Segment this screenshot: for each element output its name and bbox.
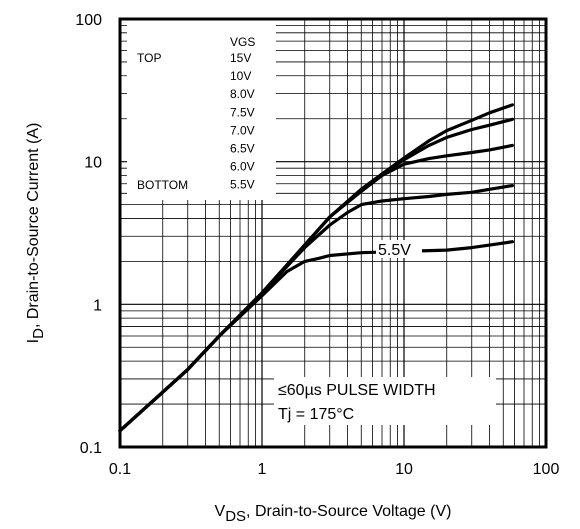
legend-top-label: TOP — [137, 51, 161, 65]
x-axis-title-rest: , Drain-to-Source Voltage (V) — [246, 503, 451, 520]
legend-entry: 6.0V — [230, 160, 255, 174]
x-tick-label: 100 — [533, 461, 560, 478]
junction-temp-note: Tj = 175°C — [278, 406, 354, 423]
annotation-background — [274, 377, 496, 425]
legend-entry: 10V — [230, 69, 251, 83]
legend-box — [127, 19, 276, 200]
y-tick-label: 100 — [75, 12, 102, 29]
legend-entry: 15V — [230, 51, 251, 65]
y-tick-label: 1 — [93, 297, 102, 314]
y-axis-title: ID, Drain-to-Source Current (A) — [25, 123, 47, 344]
series-layer — [118, 103, 514, 433]
x-axis-title-sub: DS — [225, 508, 246, 525]
x-tick-label: 10 — [395, 461, 413, 478]
plot-frame — [118, 17, 548, 449]
legend-entries: 15V 10V 8.0V 7.5V 7.0V 6.5V 6.0V 5.5V — [230, 51, 255, 192]
y-axis-title-sub: D — [30, 328, 47, 339]
curve-label-background — [376, 240, 422, 258]
x-tick-label: 0.1 — [109, 461, 131, 478]
legend-entry: 7.0V — [230, 123, 255, 137]
x-axis-title-main: V — [215, 503, 226, 520]
legend-entry: 7.5V — [230, 105, 255, 119]
x-axis-title: VDS, Drain-to-Source Voltage (V) — [215, 503, 452, 525]
y-tick-label: 10 — [84, 155, 102, 172]
series-line-5.5V — [118, 240, 514, 433]
y-axis-title-main: I — [25, 339, 42, 343]
legend-entry: 6.5V — [230, 142, 255, 156]
y-tick-label: 0.1 — [80, 440, 102, 457]
legend: TOP BOTTOM VGS 15V 10V 8.0V 7.5V 7.0V 6.5V 6.0… — [137, 35, 255, 192]
legend-header: VGS — [230, 35, 255, 49]
legend-bottom-label: BOTTOM — [137, 178, 188, 192]
x-tick-label: 1 — [258, 461, 267, 478]
legend-entry: 5.5V — [230, 178, 255, 192]
curve-label-5.5v: 5.5V — [378, 242, 411, 259]
tick-labels: 0.1 1 10 100 0.1 1 10 100 — [75, 12, 559, 478]
y-axis-title-rest: , Drain-to-Source Current (A) — [25, 123, 42, 328]
legend-entry: 8.0V — [230, 87, 255, 101]
pulse-width-note: ≤60µs PULSE WIDTH — [278, 382, 436, 399]
